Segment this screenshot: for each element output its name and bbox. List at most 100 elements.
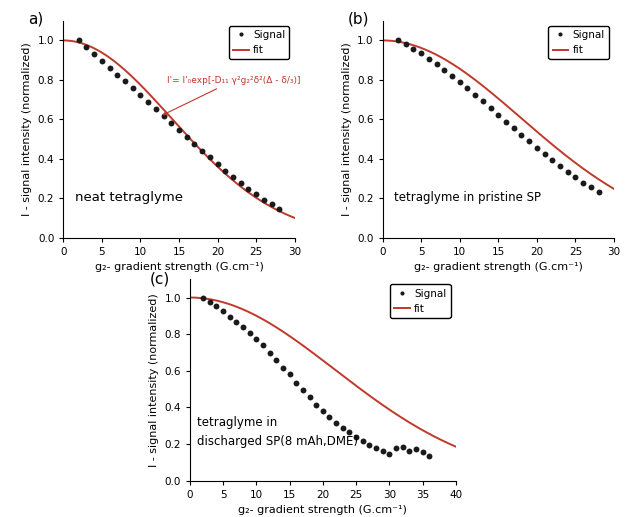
Point xyxy=(384,450,394,458)
Point xyxy=(311,401,321,409)
Point xyxy=(174,126,184,134)
Point xyxy=(524,138,534,146)
Point xyxy=(351,433,361,441)
Point xyxy=(408,44,418,53)
Point xyxy=(470,91,480,99)
Point xyxy=(304,393,315,402)
Point xyxy=(232,317,242,326)
Point xyxy=(151,105,161,113)
Point xyxy=(135,91,146,99)
Point xyxy=(73,36,84,44)
Point xyxy=(278,363,288,372)
Text: neat tetraglyme: neat tetraglyme xyxy=(75,191,183,204)
Point xyxy=(432,60,442,68)
Point xyxy=(594,188,604,196)
Y-axis label: I - signal intensity (normalized): I - signal intensity (normalized) xyxy=(342,42,351,216)
Point xyxy=(211,302,222,310)
Point xyxy=(225,313,235,321)
X-axis label: g₂- gradient strength (G.cm⁻¹): g₂- gradient strength (G.cm⁻¹) xyxy=(94,263,263,272)
Y-axis label: I - signal intensity (normalized): I - signal intensity (normalized) xyxy=(149,293,159,467)
Point xyxy=(454,78,465,86)
Point xyxy=(182,133,192,141)
Point xyxy=(578,178,588,187)
Point xyxy=(404,447,415,455)
Point xyxy=(532,144,542,152)
Point xyxy=(244,329,254,338)
Point xyxy=(258,341,268,349)
Point xyxy=(371,444,381,452)
Point xyxy=(128,84,138,92)
Point xyxy=(112,70,122,79)
Point xyxy=(377,447,387,455)
Text: (b): (b) xyxy=(348,12,370,27)
Point xyxy=(213,160,223,169)
Point xyxy=(205,297,215,306)
X-axis label: g₂- gradient strength (G.cm⁻¹): g₂- gradient strength (G.cm⁻¹) xyxy=(239,506,407,515)
Point xyxy=(358,437,368,445)
Point xyxy=(265,348,275,357)
Point xyxy=(324,413,334,421)
Point xyxy=(424,451,434,460)
Y-axis label: I - signal intensity (normalized): I - signal intensity (normalized) xyxy=(22,42,32,216)
Point xyxy=(120,77,130,85)
Point xyxy=(439,66,449,74)
Point xyxy=(104,64,115,72)
Point xyxy=(509,124,519,132)
Point xyxy=(478,97,488,105)
Legend: Signal, fit: Signal, fit xyxy=(548,26,609,59)
Point xyxy=(220,166,230,175)
Point xyxy=(391,444,401,452)
Point xyxy=(493,111,503,119)
Point xyxy=(318,407,328,415)
Point xyxy=(89,50,99,58)
Point xyxy=(298,386,308,394)
Point xyxy=(205,154,215,162)
Point xyxy=(251,190,261,199)
Point xyxy=(570,173,580,181)
Point xyxy=(344,428,354,436)
Point xyxy=(82,42,92,51)
Point xyxy=(197,147,207,155)
Point xyxy=(416,49,426,57)
Point xyxy=(586,183,596,191)
Point xyxy=(398,443,408,451)
Text: tetraglyme in pristine SP: tetraglyme in pristine SP xyxy=(394,191,541,204)
Point xyxy=(563,168,573,176)
Point xyxy=(238,323,248,331)
Point xyxy=(97,57,107,65)
Point xyxy=(517,131,527,139)
Legend: Signal, fit: Signal, fit xyxy=(390,284,451,318)
Point xyxy=(447,72,457,80)
Text: I'= I'₀exp[-D₁₁ γ²g₂²δ²(Δ - δ/₃)]: I'= I'₀exp[-D₁₁ γ²g₂²δ²(Δ - δ/₃)] xyxy=(163,76,301,115)
Point xyxy=(235,179,246,187)
Point xyxy=(228,173,238,181)
Point xyxy=(424,54,434,63)
Point xyxy=(539,150,549,158)
Point xyxy=(218,307,228,315)
Point xyxy=(548,156,558,164)
Text: tetraglyme in: tetraglyme in xyxy=(196,417,277,430)
Point xyxy=(274,204,284,212)
Text: (c): (c) xyxy=(150,271,170,286)
Point xyxy=(243,185,253,193)
Text: discharged SP(8 mAh,DME): discharged SP(8 mAh,DME) xyxy=(196,435,358,448)
Point xyxy=(266,200,277,208)
Point xyxy=(338,423,348,432)
Point xyxy=(501,117,511,126)
Point xyxy=(285,370,295,378)
Point xyxy=(331,418,341,427)
Point xyxy=(143,98,153,106)
Point xyxy=(291,378,301,387)
Point xyxy=(259,195,269,204)
Point xyxy=(189,140,199,148)
Point xyxy=(462,84,472,93)
Point xyxy=(555,162,565,171)
Legend: Signal, fit: Signal, fit xyxy=(229,26,289,59)
Point xyxy=(418,448,428,457)
Point xyxy=(271,356,281,364)
Text: a): a) xyxy=(28,12,44,27)
Point xyxy=(411,445,421,453)
Point xyxy=(198,293,208,301)
Point xyxy=(401,40,411,49)
Point xyxy=(158,112,168,120)
